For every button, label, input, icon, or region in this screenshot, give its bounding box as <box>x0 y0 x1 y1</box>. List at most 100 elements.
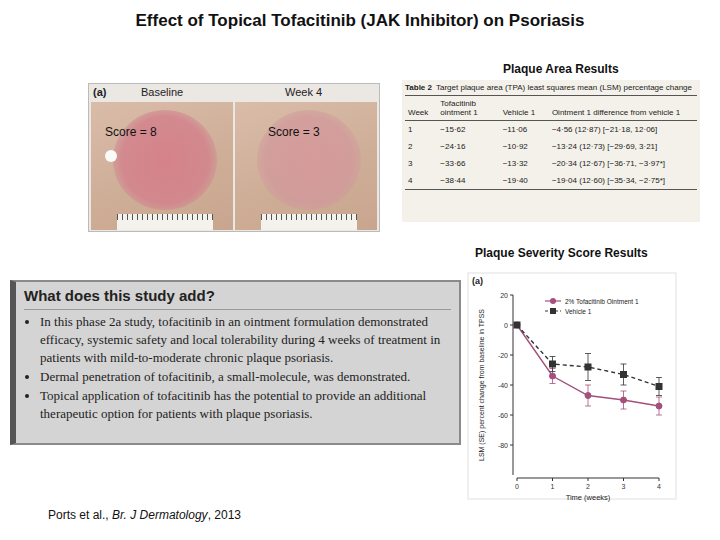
summary-list: In this phase 2a study, tofacitinib in a… <box>24 313 451 423</box>
y-tick-label: -40 <box>498 382 508 389</box>
error-cap <box>621 364 627 365</box>
table-box: Table 2 Target plaque area (TPA) least sq… <box>402 80 700 222</box>
table-cell: −11·06 <box>500 121 549 139</box>
table-caption-text: Target plaque area (TPA) least squares m… <box>436 83 692 92</box>
y-tick-label: 0 <box>504 322 508 329</box>
error-bar <box>656 378 662 396</box>
y-tick <box>510 355 513 356</box>
error-cap <box>656 415 662 416</box>
column-header: Ointment 1 difference from vehicle 1 <box>549 96 697 121</box>
summary-bullet: In this phase 2a study, tofacitinib in a… <box>40 313 451 367</box>
legend-marker <box>550 308 556 314</box>
table-cell: −10·92 <box>500 138 549 155</box>
square-marker <box>656 384 662 390</box>
y-tick-label: 20 <box>500 292 508 299</box>
error-cap <box>656 397 662 398</box>
table-cell: −15·62 <box>437 121 499 139</box>
panel-label: (a) <box>93 86 106 98</box>
table-cell: −4·56 (12·87) [−21·18, 12·06] <box>549 121 697 139</box>
error-cap <box>550 383 556 384</box>
legend-label: Vehicle 1 <box>565 308 592 315</box>
score-label: Score = 8 <box>105 125 157 139</box>
error-cap <box>585 406 591 407</box>
summary-heading: What does this study add? <box>24 287 451 310</box>
y-tick <box>510 385 513 386</box>
table-cell: −24·16 <box>437 138 499 155</box>
table-cell: 3 <box>405 155 437 172</box>
error-bar <box>585 354 591 381</box>
legend: 2% Tofacitinib Ointment 1Vehicle 1 <box>545 298 639 315</box>
table-row: 4−38·44−19·40−19·04 (12·60) [−35·34, −2·… <box>405 172 697 190</box>
x-tick <box>623 478 624 481</box>
error-cap <box>621 409 627 410</box>
column-header: Tofacitinib ointment 1 <box>437 96 499 121</box>
square-marker <box>585 364 591 370</box>
photo-label: Week 4 <box>285 86 322 98</box>
square-marker <box>621 372 627 378</box>
circle-marker <box>550 373 556 379</box>
marker-dot <box>105 150 117 162</box>
x-tick-label: 2 <box>586 483 590 490</box>
error-bar <box>550 357 556 372</box>
y-tick-label: -60 <box>498 412 508 419</box>
ruler <box>261 214 357 230</box>
slide-title: Effect of Topical Tofacitinib (JAK Inhib… <box>0 11 720 31</box>
error-bar <box>656 397 662 415</box>
table-cell: −20·34 (12·67) [−36·71, −3·97*] <box>549 155 697 172</box>
ruler <box>117 214 213 230</box>
x-tick <box>588 478 589 481</box>
citation-journal: Br. J Dermatology <box>112 508 208 522</box>
skin-photo: Score = 3 <box>235 102 377 230</box>
table-row: 1−15·62−11·06−4·56 (12·87) [−21·18, 12·0… <box>405 121 697 139</box>
table-cell: −33·66 <box>437 155 499 172</box>
error-cap <box>550 371 556 372</box>
table-cell: −13·32 <box>500 155 549 172</box>
column-header: Week <box>405 96 437 121</box>
x-axis-label: Time (weeks) <box>566 493 611 502</box>
citation-year: , 2013 <box>208 508 241 522</box>
table-row: 2−24·16−10·92−13·24 (12·73) [−29·69, 3·2… <box>405 138 697 155</box>
error-bar <box>621 364 627 385</box>
error-cap <box>656 377 662 378</box>
series-line <box>517 325 659 387</box>
circle-marker <box>656 403 662 409</box>
summary-bullet: Dermal penetration of tofacitinib, a sma… <box>40 368 451 386</box>
table-body: 1−15·62−11·06−4·56 (12·87) [−21·18, 12·0… <box>405 121 697 190</box>
x-tick-label: 3 <box>622 483 626 490</box>
circle-marker <box>621 397 627 403</box>
error-cap <box>656 395 662 396</box>
table-cell: −19·40 <box>500 172 549 190</box>
table-cell: −13·24 (12·73) [−29·69, 3·21] <box>549 138 697 155</box>
error-cap <box>585 380 591 381</box>
y-axis-label: LSM (SE) percent change from baseline in… <box>478 309 486 461</box>
table-head: WeekTofacitinib ointment 1Vehicle 1Ointm… <box>405 96 697 121</box>
y-tick <box>510 295 513 296</box>
table-cell: 1 <box>405 121 437 139</box>
header-row: WeekTofacitinib ointment 1Vehicle 1Ointm… <box>405 96 697 121</box>
summary-box: What does this study add? In this phase 2… <box>10 280 461 445</box>
summary-bullet: Topical application of tofacitinib has t… <box>40 387 451 423</box>
citation: Ports et al., Br. J Dermatology, 2013 <box>48 508 241 522</box>
x-tick-label: 4 <box>657 483 661 490</box>
error-cap <box>621 391 627 392</box>
error-bar <box>621 391 627 409</box>
error-bar <box>585 385 591 406</box>
section-heading: Plaque Severity Score Results <box>475 246 648 260</box>
y-tick <box>510 445 513 446</box>
skin-photo: Score = 8 <box>91 102 233 230</box>
y-tick <box>510 325 513 326</box>
error-cap <box>621 385 627 386</box>
y-tick <box>510 415 513 416</box>
severity-chart: (a)200-20-40-60-8001234Time (weeks)LSM (… <box>462 268 680 506</box>
table-number: Table 2 <box>405 83 432 92</box>
series-line <box>517 325 659 406</box>
square-marker <box>550 361 556 367</box>
table-cell: −38·44 <box>437 172 499 190</box>
legend-marker <box>550 298 556 304</box>
x-tick <box>517 478 518 481</box>
table-row: 3−33·66−13·32−20·34 (12·67) [−36·71, −3·… <box>405 155 697 172</box>
circle-marker <box>585 393 591 399</box>
chart-background <box>468 273 676 499</box>
section-heading: Plaque Area Results <box>503 62 619 76</box>
table-cell: 2 <box>405 138 437 155</box>
